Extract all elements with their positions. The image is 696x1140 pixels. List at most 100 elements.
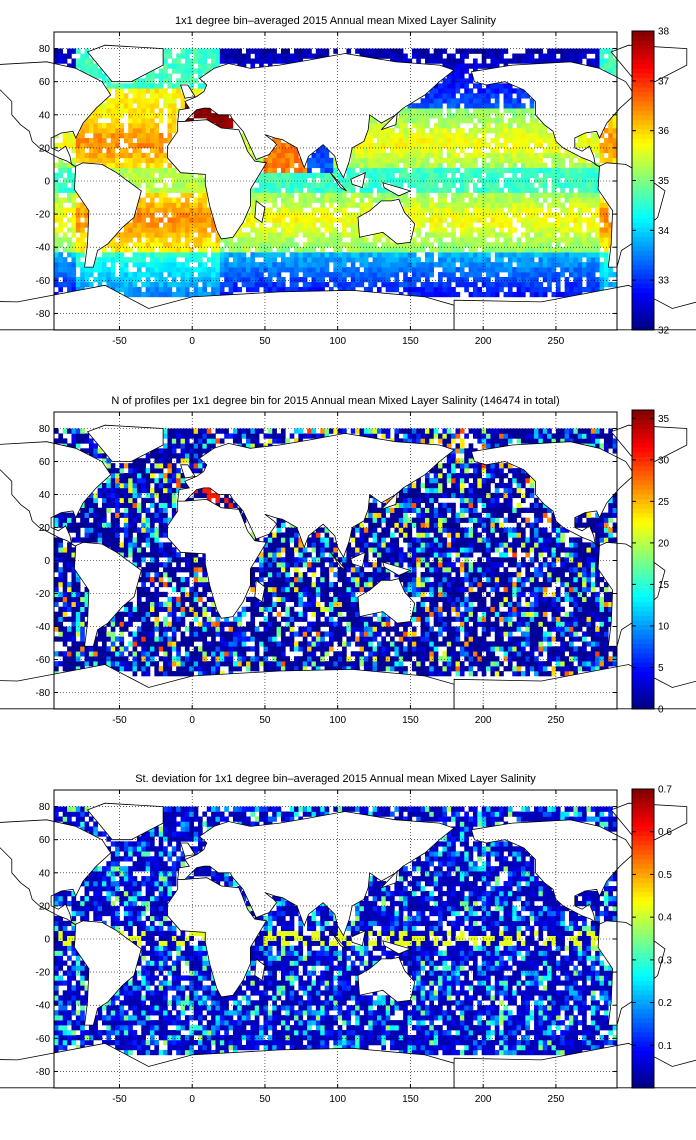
data-cell: [193, 267, 199, 273]
data-cell: [542, 247, 548, 253]
data-cell: [184, 172, 190, 178]
data-cell: [150, 242, 155, 248]
data-cell: [215, 646, 221, 652]
data-cell: [407, 267, 413, 273]
data-cell: [141, 103, 146, 109]
data-cell: [171, 103, 177, 109]
data-cell: [71, 142, 77, 149]
data-cell: [237, 227, 242, 233]
data-cell: [198, 247, 203, 253]
data-cell: [359, 202, 365, 208]
data-cell: [228, 118, 234, 124]
data-cell: [163, 192, 168, 198]
data-cell: [237, 247, 242, 253]
data-cell: [486, 113, 491, 119]
data-cell: [477, 137, 482, 144]
data-cell: [551, 636, 557, 642]
data-cell: [481, 257, 487, 263]
data-cell: [307, 227, 312, 233]
data-cell: [472, 267, 478, 273]
data-cell: [302, 182, 308, 188]
data-cell: [62, 187, 68, 193]
data-cell: [211, 661, 216, 667]
data-cell: [486, 286, 491, 293]
data-cell: [176, 202, 181, 208]
data-cell: [590, 182, 596, 188]
data-cell: [58, 651, 64, 657]
data-cell: [564, 48, 570, 54]
data-cell: [289, 187, 295, 193]
data-cell: [285, 641, 290, 647]
data-cell: [516, 123, 522, 129]
data-cell: [398, 666, 404, 672]
data-cell: [193, 631, 199, 637]
data-cell: [455, 626, 461, 632]
data-cell: [350, 237, 356, 243]
data-cell: [529, 242, 535, 248]
data-cell: [416, 58, 421, 64]
data-cell: [499, 661, 504, 667]
data-cell: [285, 202, 290, 208]
data-cell: [555, 147, 561, 154]
data-cell: [110, 98, 116, 104]
data-cell: [477, 113, 482, 119]
data-cell: [464, 252, 469, 258]
data-cell: [106, 147, 112, 154]
data-cell: [438, 272, 443, 278]
data-cell: [311, 222, 317, 228]
data-cell: [555, 182, 561, 188]
data-cell: [307, 222, 312, 228]
data-cell: [315, 636, 321, 642]
data-cell: [123, 237, 129, 243]
data-cell: [267, 286, 273, 293]
data-cell: [136, 118, 142, 124]
data-cell: [363, 192, 369, 198]
data-cell: [472, 83, 478, 89]
data-cell: [534, 197, 539, 203]
data-cell: [254, 227, 260, 233]
data-cell: [525, 142, 531, 149]
data-cell: [337, 626, 343, 632]
data-cell: [564, 212, 570, 218]
data-cell: [481, 656, 487, 662]
data-cell: [150, 162, 155, 169]
data-cell: [97, 656, 103, 662]
data-cell: [250, 227, 256, 233]
data-cell: [359, 48, 365, 54]
data-cell: [289, 182, 295, 188]
data-cell: [215, 626, 221, 632]
data-cell: [459, 63, 465, 69]
data-cell: [477, 187, 482, 193]
data-cell: [272, 651, 277, 657]
data-cell: [119, 172, 125, 178]
data-cell: [468, 232, 474, 238]
data-cell: [320, 192, 325, 198]
data-cell: [198, 83, 203, 89]
data-cell: [612, 113, 618, 119]
data-cell: [363, 252, 369, 258]
data-cell: [433, 651, 439, 657]
data-cell: [350, 267, 356, 273]
data-cell: [372, 651, 378, 657]
data-cell: [62, 267, 68, 273]
data-cell: [438, 641, 443, 647]
data-cell: [102, 247, 107, 253]
data-cell: [586, 666, 592, 672]
data-cell: [328, 222, 334, 228]
data-cell: [171, 68, 177, 74]
data-cell: [542, 182, 548, 188]
data-cell: [320, 262, 325, 268]
data-cell: [193, 207, 199, 213]
data-cell: [145, 103, 151, 109]
data-cell: [520, 242, 526, 248]
data-cell: [564, 661, 570, 667]
data-cell: [158, 286, 164, 293]
data-cell: [75, 63, 81, 69]
data-cell: [215, 277, 221, 283]
data-cell: [577, 177, 583, 183]
data-cell: [376, 252, 382, 258]
data-cell: [189, 63, 194, 69]
data-cell: [534, 661, 539, 667]
data-cell: [608, 118, 613, 124]
data-cell: [464, 626, 469, 632]
